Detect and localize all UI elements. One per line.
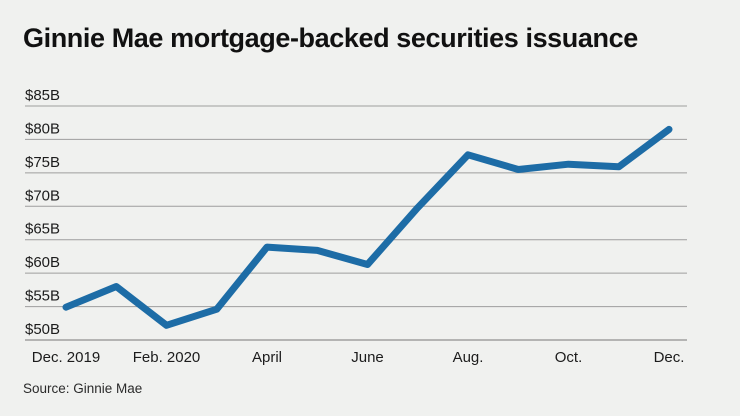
y-tick-label: $65B (25, 221, 60, 238)
x-tick-label: Aug. (453, 349, 484, 366)
x-tick-label: June (351, 349, 384, 366)
x-tick-label: Dec. (654, 349, 685, 366)
x-tick-label: Oct. (555, 349, 583, 366)
issuance-series-line (62, 125, 673, 329)
x-tick-label: Dec. 2019 (32, 349, 100, 366)
y-tick-label: $70B (25, 187, 60, 204)
x-tick-label: Feb. 2020 (133, 349, 201, 366)
y-tick-label: $80B (25, 120, 60, 137)
y-tick-label: $85B (25, 87, 60, 104)
x-tick-label: April (252, 349, 282, 366)
y-tick-label: $55B (25, 288, 60, 305)
y-tick-label: $60B (25, 254, 60, 271)
source-note: Source: Ginnie Mae (23, 381, 143, 396)
y-tick-label: $75B (25, 154, 60, 171)
y-tick-label: $50B (25, 321, 60, 338)
chart-title: Ginnie Mae mortgage-backed securities is… (23, 23, 638, 53)
